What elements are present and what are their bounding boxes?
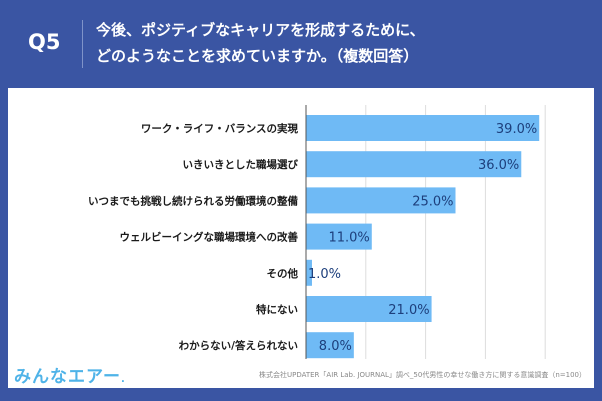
source-note: 株式会社UPDATER「AIR Lab. JOURNAL」調べ_50代男性の幸せ… (259, 371, 586, 379)
bar (306, 223, 372, 250)
value-label: 36.0% (478, 158, 519, 173)
value-label: 1.0% (308, 267, 341, 282)
value-label: 39.0% (496, 122, 537, 137)
title-line-2: どのようなことを求めていますか。（複数回答） (96, 47, 419, 65)
category-label: いつまでも挑戦し続けられる労働環境の整備 (88, 194, 298, 207)
bar (306, 115, 540, 141)
question-title: 今後、ポジティブなキャリアを形成するために、 どのようなことを求めていますか。（… (96, 17, 425, 69)
divider (82, 20, 83, 68)
question-number: Q5 (28, 30, 61, 54)
value-label: 8.0% (319, 339, 352, 354)
bar (306, 151, 522, 178)
category-label: ワーク・ライフ・バランスの実現 (141, 122, 299, 135)
value-label: 25.0% (412, 194, 453, 209)
value-label: 11.0% (328, 231, 369, 246)
category-label: その他 (267, 267, 299, 280)
category-label: わからない/答えられない (179, 339, 298, 352)
value-label: 21.0% (388, 303, 429, 318)
bar (306, 296, 432, 322)
logo: みんなエアー. (14, 367, 126, 387)
category-label: いきいきとした職場選び (183, 158, 299, 171)
category-label: ウェルビーイングな職場環境への改善 (120, 231, 299, 244)
category-label: 特にない (256, 303, 298, 316)
title-line-1: 今後、ポジティブなキャリアを形成するために、 (96, 21, 425, 39)
bar (306, 259, 312, 286)
bar (306, 332, 354, 359)
bar (306, 187, 456, 214)
